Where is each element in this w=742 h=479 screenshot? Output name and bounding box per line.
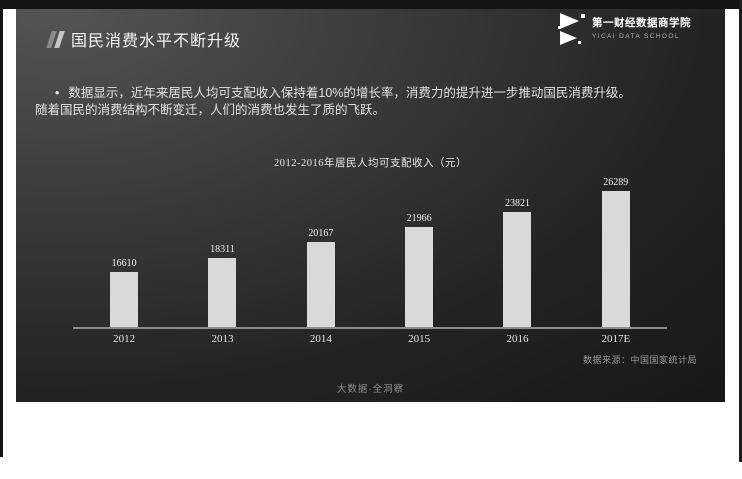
x-axis-tick-label: 2016 (506, 333, 529, 345)
bar-value-label: 20167 (308, 228, 334, 239)
slide-title: 国民消费水平不断升级 (71, 33, 242, 50)
bullet-line-2: 随着国民的消费结构不断变迁，人们的消费也发生了质的飞跃。 (35, 103, 386, 117)
brand-name-en: YICAI DATA SCHOOL (592, 33, 680, 40)
bullet-paragraph: • 数据显示，近年来居民人均可支配收入保持着10%的增长率，消费力的提升进一步推动… (35, 85, 683, 119)
bar-group: 23821 (503, 198, 532, 327)
bar (306, 242, 335, 327)
bullet-icon: • (55, 86, 60, 100)
x-axis-tick-label: 2014 (309, 333, 332, 345)
bar-group: 20167 (306, 228, 335, 327)
x-axis-tick-label: 2015 (408, 333, 431, 345)
page-left-border (0, 0, 3, 457)
brand-name-cn: 第一财经数据商学院 (592, 17, 691, 29)
yicai-logo-icon (558, 13, 585, 45)
chart-title: 2012-2016年居民人均可支配收入（元） (274, 158, 467, 169)
brand-logo: 第一财经数据商学院 YICAI DATA SCHOOL (558, 12, 691, 46)
bar-group: 18311 (208, 244, 237, 327)
page-right-border (739, 0, 742, 462)
x-axis-line (73, 327, 667, 329)
slide-header: 国民消费水平不断升级 (46, 27, 242, 51)
bar-value-label: 21966 (406, 213, 432, 224)
bar-value-label: 16610 (111, 258, 137, 269)
bar-group: 21966 (405, 213, 434, 327)
x-axis-labels: 2012 2013 2014 2015 2016 2017E (75, 333, 665, 345)
x-axis-tick-label: 2012 (113, 333, 136, 345)
bar-value-label: 18311 (210, 244, 235, 255)
data-source-note: 数据来源：中国国家统计局 (582, 355, 697, 365)
slide-footer-slogan: 大数据·全洞察 (336, 384, 405, 395)
bar (110, 272, 139, 327)
bar-value-label: 23821 (504, 198, 530, 209)
x-axis-tick-label: 2017E (601, 333, 631, 345)
bar-group: 26289 (601, 177, 630, 327)
bar-plot: 16610 18311 20167 21966 23821 26289 (75, 177, 665, 327)
title-slash-icon (46, 30, 65, 48)
bar (503, 212, 532, 327)
x-axis-tick-label: 2013 (211, 333, 234, 345)
bar (208, 258, 237, 327)
bar-value-label: 26289 (603, 177, 629, 188)
bar (601, 191, 630, 327)
slide: 国民消费水平不断升级 第一财经数据商学院 YICAI DATA SCHOOL •… (16, 9, 725, 402)
bullet-text-1: 数据显示，近年来居民人均可支配收入保持着10%的增长率，消费力的提升进一步推动国… (68, 86, 631, 100)
brand-logo-text: 第一财经数据商学院 YICAI DATA SCHOOL (592, 15, 691, 40)
page-top-border (0, 0, 742, 9)
bar (405, 227, 434, 327)
bullet-line-1: • 数据显示，近年来居民人均可支配收入保持着10%的增长率，消费力的提升进一步推动… (35, 85, 683, 102)
bar-group: 16610 (110, 258, 139, 327)
